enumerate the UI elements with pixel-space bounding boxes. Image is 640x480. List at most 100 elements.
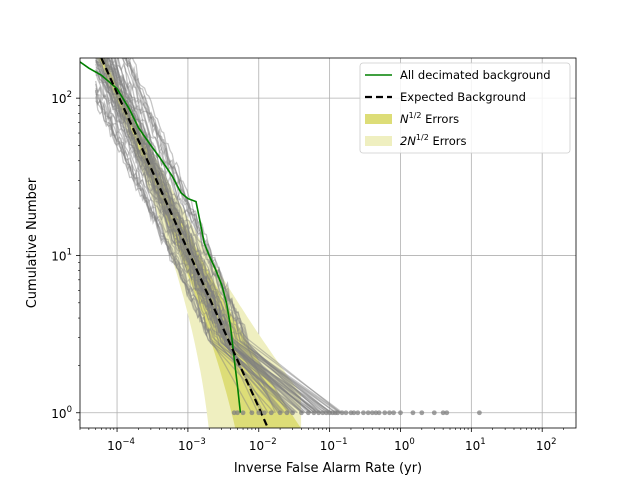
- decimated-realization-line: [95, 70, 292, 414]
- loudest-event-point: [305, 410, 311, 416]
- loudest-event-point: [440, 410, 446, 416]
- legend-label: N1/2 Errors: [400, 111, 459, 126]
- decimated-realization-line: [95, 60, 304, 414]
- legend: All decimated background Expected Backgro…: [359, 62, 571, 154]
- loudest-event-point: [376, 410, 382, 416]
- decimated-realization-line: [97, 58, 333, 414]
- decimated-realization-line: [112, 58, 337, 414]
- y-axis-label: Cumulative Number: [25, 177, 40, 308]
- loudest-event-point: [477, 410, 482, 416]
- loudest-event-point: [382, 410, 388, 416]
- loudest-event-point: [343, 410, 349, 416]
- legend-label: Expected Background: [400, 90, 526, 104]
- decimated-realization-line: [95, 80, 298, 414]
- loudest-event-point: [299, 410, 304, 416]
- decimated-realization-line: [95, 85, 316, 414]
- legend-swatch: [365, 114, 392, 124]
- loudest-event-point: [361, 410, 366, 416]
- loudest-event-point: [419, 410, 425, 416]
- decimated-realization-line: [107, 58, 295, 414]
- loudest-event-point: [431, 410, 437, 416]
- decimated-realization-line: [110, 58, 279, 414]
- loudest-event-point: [290, 410, 295, 416]
- loudest-event-point: [311, 410, 317, 416]
- ticks: 10−4 10−3 10−2 10−1 100 101 102 100 101 102: [51, 90, 564, 453]
- loudest-event-point: [398, 410, 403, 416]
- loudest-event-point: [256, 410, 262, 416]
- decimated-realization-line: [95, 96, 304, 414]
- decimated-realization-line: [95, 63, 284, 414]
- decimated-realization-line: [95, 93, 296, 414]
- plot-frame: [79, 57, 577, 429]
- decimated-realization-line: [103, 58, 269, 414]
- x-axis-label: Inverse False Alarm Rate (yr): [234, 461, 422, 476]
- decimated-realization-line: [103, 58, 326, 414]
- decimated-realization-line: [102, 58, 310, 414]
- decimated-realization-line: [95, 72, 321, 414]
- loudest-event-point: [316, 410, 322, 416]
- all-decimated-background-line: [80, 61, 242, 413]
- loudest-event-point: [387, 410, 392, 416]
- error-band-1sigma: [98, 58, 301, 428]
- loudest-event-point: [261, 410, 267, 416]
- decimated-realization-line: [110, 58, 311, 414]
- x-tick-label: 100: [394, 437, 415, 453]
- loudest-event-point: [268, 410, 274, 416]
- decimated-realization-line: [95, 58, 259, 414]
- decimated-realization-line: [95, 70, 281, 414]
- x-tick-label: 101: [465, 437, 486, 453]
- loudest-event-point: [249, 410, 255, 416]
- loudest-event-point: [235, 410, 240, 416]
- decimated-realization-line: [95, 73, 282, 414]
- decimated-realization-line: [108, 58, 290, 414]
- legend-box: [359, 62, 571, 154]
- error-bands: [96, 58, 302, 428]
- decimated-realization-line: [95, 89, 303, 414]
- x-tick-label: 102: [536, 437, 557, 453]
- expected-background-line: [100, 58, 268, 426]
- loudest-event-point: [335, 410, 341, 416]
- x-tick-label: 10−4: [107, 437, 135, 453]
- decimated-realization-line: [95, 59, 303, 414]
- decimated-realization-line: [108, 58, 312, 414]
- decimated-realization-line: [114, 58, 323, 414]
- y-tick-label: 100: [51, 405, 72, 421]
- loudest-event-point: [277, 410, 283, 416]
- decimated-realization-line: [103, 58, 265, 414]
- legend-swatch: [365, 136, 392, 146]
- error-band-2sigma: [96, 58, 302, 428]
- decimated-realization-line: [111, 58, 341, 414]
- decimated-realization-line: [95, 100, 253, 414]
- loudest-event-point: [339, 410, 345, 416]
- loudest-event-point: [240, 410, 246, 416]
- series-lines: [80, 58, 268, 426]
- loudest-event-point: [351, 410, 357, 416]
- loudest-event-point: [355, 410, 361, 416]
- decimated-realization-line: [95, 61, 315, 414]
- loudest-event-point: [369, 410, 375, 416]
- legend-label: 2N1/2 Errors: [400, 133, 466, 148]
- decimated-realization-line: [121, 58, 276, 414]
- decimated-realization-line: [110, 58, 307, 414]
- decimated-realization-line: [123, 58, 343, 414]
- x-tick-label: 10−3: [178, 437, 206, 453]
- loudest-event-points: [231, 410, 482, 416]
- decimated-realization-line: [117, 58, 331, 414]
- decimated-realization-line: [95, 68, 312, 414]
- decimated-realization-line: [95, 67, 295, 414]
- y-tick-label: 101: [51, 247, 72, 263]
- decimated-realization-line: [113, 58, 304, 414]
- decimated-realization-line: [123, 58, 342, 414]
- loudest-event-point: [444, 410, 450, 416]
- decimated-realization-line: [95, 83, 294, 414]
- decimated-realization-line: [95, 91, 282, 414]
- loudest-event-point: [365, 410, 371, 416]
- y-tick-label: 102: [51, 90, 72, 106]
- loudest-event-point: [320, 410, 326, 416]
- decimated-realization-line: [95, 60, 313, 414]
- x-tick-label: 10−1: [320, 437, 348, 453]
- loudest-event-point: [284, 410, 290, 416]
- x-tick-label: 10−2: [249, 437, 277, 453]
- decimated-realization-line: [95, 90, 275, 414]
